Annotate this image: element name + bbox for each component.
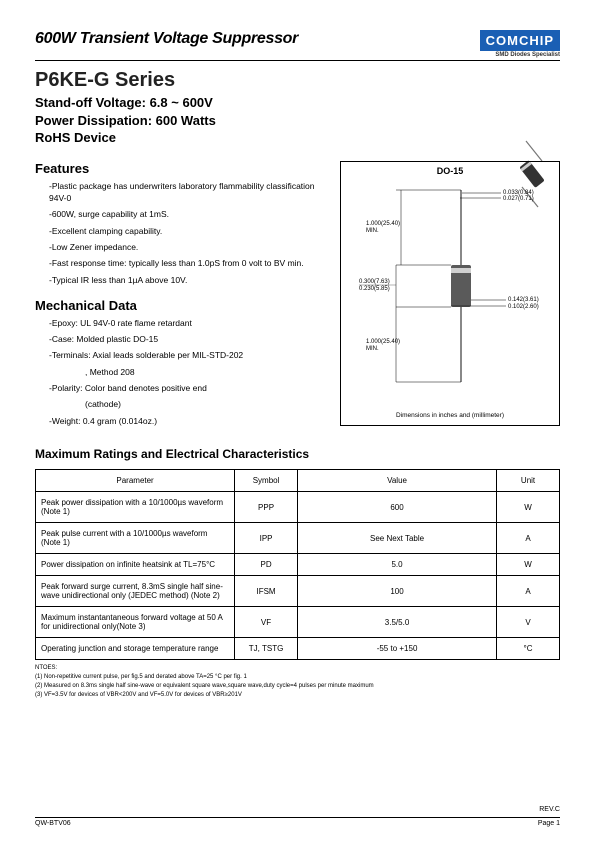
content-row: Features -Plastic package has underwrite… — [35, 161, 560, 431]
ratings-col-header: Value — [297, 470, 496, 492]
package-svg: 0.033(0.84)0.027(0.71)1.000(25.40)MIN.0.… — [341, 180, 559, 410]
svg-text:1.000(25.40): 1.000(25.40) — [366, 339, 400, 345]
ratings-col-header: Parameter — [36, 470, 235, 492]
feature-item: -Plastic package has underwriters labora… — [49, 180, 328, 205]
table-cell: Operating junction and storage temperatu… — [36, 638, 235, 660]
footer-right: Page 1 — [538, 820, 560, 827]
mech-item: -Terminals: Axial leads solderable per M… — [49, 349, 328, 361]
svg-text:MIN.: MIN. — [366, 228, 379, 234]
table-cell: A — [497, 576, 560, 607]
brand-tagline: SMD Diodes Specialist — [480, 52, 560, 58]
svg-text:0.230(5.85): 0.230(5.85) — [359, 286, 390, 292]
svg-text:1.000(25.40): 1.000(25.40) — [366, 221, 400, 227]
mech-item: , Method 208 — [49, 366, 328, 378]
title-block: P6KE-G Series Stand-off Voltage: 6.8 ~ 6… — [35, 69, 560, 147]
banner-title: 600W Transient Voltage Suppressor — [35, 30, 298, 48]
feature-item: -Typical IR less than 1µA above 10V. — [49, 274, 328, 286]
notes-head: NTOES: — [35, 664, 560, 673]
table-cell: PPP — [235, 492, 298, 523]
notes-lines: (1) Non-repetitive current pulse, per fi… — [35, 673, 560, 700]
left-column: Features -Plastic package has underwrite… — [35, 161, 328, 431]
ratings-body: Peak power dissipation with a 10/1000µs … — [36, 492, 560, 660]
mech-item: -Case: Molded plastic DO-15 — [49, 333, 328, 345]
table-cell: 600 — [297, 492, 496, 523]
ratings-col-header: Unit — [497, 470, 560, 492]
mech-item: -Polarity: Color band denotes positive e… — [49, 382, 328, 394]
table-row: Peak pulse current with a 10/1000µs wave… — [36, 523, 560, 554]
revision-label: REV.C — [539, 806, 560, 813]
table-cell: Peak power dissipation with a 10/1000µs … — [36, 492, 235, 523]
spec-line-1: Stand-off Voltage: 6.8 ~ 600V — [35, 94, 560, 112]
table-cell: Power dissipation on infinite heatsink a… — [36, 554, 235, 576]
table-cell: V — [497, 607, 560, 638]
table-cell: 5.0 — [297, 554, 496, 576]
note-line: (1) Non-repetitive current pulse, per fi… — [35, 673, 560, 682]
feature-item: -Excellent clamping capability. — [49, 225, 328, 237]
note-line: (3) VF=3.5V for devices of VBR<200V and … — [35, 691, 560, 700]
table-row: Peak power dissipation with a 10/1000µs … — [36, 492, 560, 523]
table-cell: See Next Table — [297, 523, 496, 554]
table-cell: 100 — [297, 576, 496, 607]
note-line: (2) Measured on 8.3ms single half sine-w… — [35, 682, 560, 691]
table-cell: W — [497, 492, 560, 523]
feature-item: -600W, surge capability at 1mS. — [49, 208, 328, 220]
brand-logo: COMCHIP — [480, 30, 560, 51]
package-column: DO-15 0.033(0.84)0.027(0.71)1.000(25.40)… — [340, 161, 560, 431]
svg-text:0.027(0.71): 0.027(0.71) — [503, 196, 534, 202]
spec-line-3: RoHS Device — [35, 129, 560, 147]
table-cell: °C — [497, 638, 560, 660]
mech-list: -Epoxy: UL 94V-0 rate flame retardant -Ca… — [35, 317, 328, 427]
table-cell: Peak forward surge current, 8.3mS single… — [36, 576, 235, 607]
table-cell: W — [497, 554, 560, 576]
logo-block: COMCHIP SMD Diodes Specialist — [480, 30, 560, 58]
features-heading: Features — [35, 161, 328, 176]
series-title: P6KE-G Series — [35, 69, 560, 92]
svg-text:0.142(3.61): 0.142(3.61) — [508, 297, 539, 303]
table-cell: 3.5/5.0 — [297, 607, 496, 638]
features-list: -Plastic package has underwriters labora… — [35, 180, 328, 286]
table-cell: A — [497, 523, 560, 554]
feature-item: -Fast response time: typically less than… — [49, 257, 328, 269]
ratings-table: ParameterSymbolValueUnit Peak power diss… — [35, 469, 560, 660]
divider — [35, 60, 560, 61]
package-caption: Dimensions in inches and (millimeter) — [341, 412, 559, 419]
table-row: Power dissipation on infinite heatsink a… — [36, 554, 560, 576]
table-cell: VF — [235, 607, 298, 638]
table-cell: -55 to +150 — [297, 638, 496, 660]
header-bar: 600W Transient Voltage Suppressor COMCHI… — [35, 30, 560, 58]
notes-block: NTOES: (1) Non-repetitive current pulse,… — [35, 664, 560, 700]
table-row: Operating junction and storage temperatu… — [36, 638, 560, 660]
table-row: Maximum instantantaneous forward voltage… — [36, 607, 560, 638]
svg-text:0.102(2.60): 0.102(2.60) — [508, 304, 539, 310]
table-row: Peak forward surge current, 8.3mS single… — [36, 576, 560, 607]
footer-left: QW-BTV06 — [35, 820, 71, 827]
ratings-col-header: Symbol — [235, 470, 298, 492]
mech-item: -Epoxy: UL 94V-0 rate flame retardant — [49, 317, 328, 329]
ratings-header-row: ParameterSymbolValueUnit — [36, 470, 560, 492]
table-cell: Maximum instantantaneous forward voltage… — [36, 607, 235, 638]
page-footer: QW-BTV06 Page 1 — [35, 817, 560, 827]
svg-text:MIN.: MIN. — [366, 346, 379, 352]
svg-text:0.300(7.63): 0.300(7.63) — [359, 279, 390, 285]
package-title: DO-15 — [341, 166, 559, 176]
ratings-heading: Maximum Ratings and Electrical Character… — [35, 447, 560, 461]
table-cell: IPP — [235, 523, 298, 554]
package-diagram: DO-15 0.033(0.84)0.027(0.71)1.000(25.40)… — [340, 161, 560, 426]
spec-line-2: Power Dissipation: 600 Watts — [35, 112, 560, 130]
mech-item: (cathode) — [49, 398, 328, 410]
table-cell: PD — [235, 554, 298, 576]
mech-heading: Mechanical Data — [35, 298, 328, 313]
table-cell: Peak pulse current with a 10/1000µs wave… — [36, 523, 235, 554]
feature-item: -Low Zener impedance. — [49, 241, 328, 253]
mech-item: -Weight: 0.4 gram (0.014oz.) — [49, 415, 328, 427]
table-cell: TJ, TSTG — [235, 638, 298, 660]
table-cell: IFSM — [235, 576, 298, 607]
